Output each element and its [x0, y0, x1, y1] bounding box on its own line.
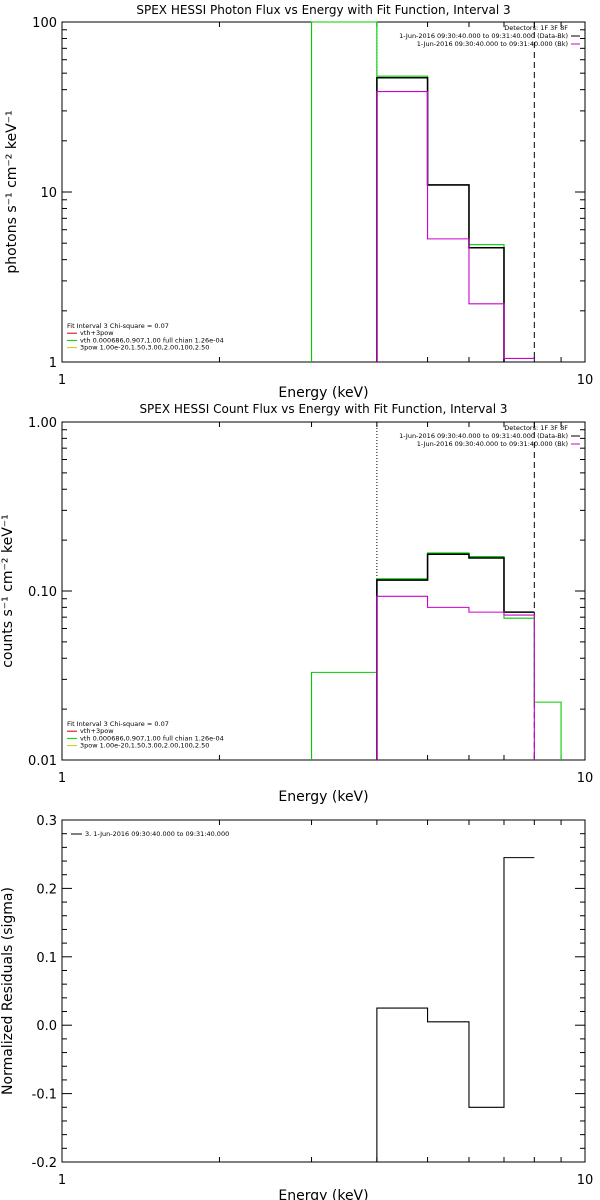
y-tick-label: 100	[32, 16, 57, 31]
y-tick-label: 1.00	[28, 416, 57, 431]
series-line	[310, 552, 562, 760]
series-line	[376, 595, 535, 760]
info-text: 1-Jun-2016 09:30:40.000 to 09:31:40.000 …	[399, 32, 568, 40]
info-text: 1-Jun-2016 09:30:40.000 to 09:31:40.000 …	[417, 440, 568, 448]
x-axis-label: Energy (keV)	[278, 1188, 368, 1200]
series-line	[310, 21, 505, 362]
info-text: 1-Jun-2016 09:30:40.000 to 09:31:40.000 …	[399, 432, 568, 440]
info-text: 1-Jun-2016 09:30:40.000 to 09:31:40.000 …	[417, 40, 568, 48]
info-text: Detectors: 1F 3F 8F	[504, 24, 568, 32]
y-axis-label: counts s⁻¹ cm⁻² keV⁻¹	[0, 514, 16, 668]
fit-info-text: 3pow 1.00e-20,1.50,3.00,2.00,100,2.50	[80, 344, 209, 352]
x-tick-label: 10	[577, 771, 594, 786]
plot-frame	[61, 819, 586, 1163]
series-line	[376, 553, 535, 760]
y-tick-label: 0.1	[36, 951, 57, 966]
legend-text: 3. 1-Jun-2016 09:30:40.000 to 09:31:40.0…	[85, 830, 229, 838]
fit-info-text: vth 0.000686,0.907,1.00 full chian 1.26e…	[80, 336, 224, 344]
y-axis-label: photons s⁻¹ cm⁻² keV⁻¹	[4, 110, 20, 273]
fit-info-text: vth 0.000686,0.907,1.00 full chian 1.26e…	[80, 734, 224, 742]
y-axis-label: Normalized Residuals (sigma)	[0, 887, 16, 1095]
x-tick-label: 10	[577, 1173, 594, 1188]
series-line	[376, 90, 535, 362]
x-tick-label: 10	[577, 373, 594, 388]
fit-info-text: vth+3pow	[80, 727, 114, 735]
y-tick-label: 0.10	[28, 585, 57, 600]
chart-title: SPEX HESSI Count Flux vs Energy with Fit…	[139, 402, 507, 416]
x-tick-label: 1	[58, 373, 66, 388]
plot-frame	[61, 21, 586, 363]
x-tick-label: 1	[58, 1173, 66, 1188]
plot-frame	[61, 421, 586, 761]
y-tick-label: 10	[40, 186, 57, 201]
x-tick-label: 1	[58, 771, 66, 786]
y-tick-label: 0.0	[36, 1019, 57, 1034]
fit-info-text: 3pow 1.00e-20,1.50,3.00,2.00,100,2.50	[80, 742, 209, 750]
fit-info-text: Fit Interval 3 Chi-square = 0.07	[67, 720, 169, 728]
residuals-panel: 1 10 -0.2 -0.1 0.0 0.1 0.2 0.3 Energy (keV) Norma…	[0, 814, 593, 1200]
series-line	[376, 857, 535, 1162]
photon-flux-panel: SPEX HESSI Photon Flux vs Energy with Fi…	[4, 3, 593, 401]
fit-info-text: vth+3pow	[80, 329, 114, 337]
x-axis-label: Energy (keV)	[278, 789, 368, 805]
y-tick-label: 0.01	[28, 754, 57, 769]
x-axis-label: Energy (keV)	[278, 385, 368, 401]
y-tick-label: 0.3	[36, 814, 57, 829]
y-tick-label: -0.1	[32, 1088, 57, 1103]
series-line	[376, 76, 505, 362]
fit-info-text: Fit Interval 3 Chi-square = 0.07	[67, 322, 169, 330]
count-flux-panel: SPEX HESSI Count Flux vs Energy with Fit…	[0, 402, 593, 805]
y-tick-label: 1	[49, 356, 57, 371]
y-tick-label: -0.2	[32, 1156, 57, 1171]
info-text: Detectors: 1F 3F 8F	[504, 424, 568, 432]
y-tick-label: 0.2	[36, 882, 57, 897]
chart-title: SPEX HESSI Photon Flux vs Energy with Fi…	[136, 3, 510, 17]
